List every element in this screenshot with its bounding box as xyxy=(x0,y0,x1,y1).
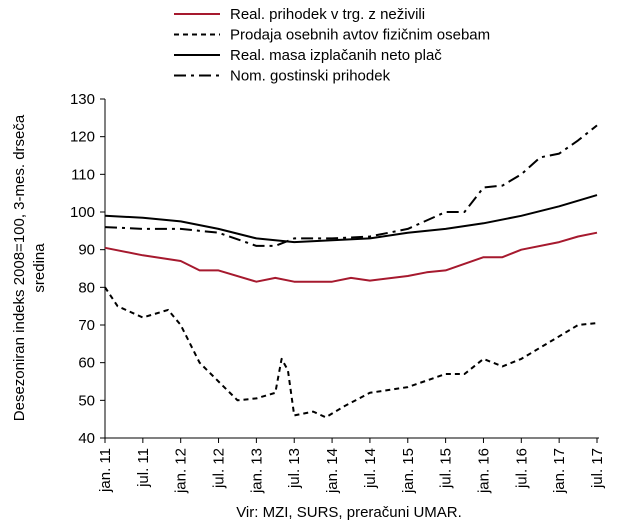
y-axis-label: Desezoniran indeks 2008=100, 3-mes. drse… xyxy=(11,114,28,421)
source-note: Vir: MZI, SURS, preračuni UMAR. xyxy=(236,504,462,521)
y-tick-label: 80 xyxy=(78,279,95,296)
x-tick-label: jul. 13 xyxy=(286,448,303,489)
x-tick-label: jan. 14 xyxy=(324,448,341,494)
y-tick-label: 70 xyxy=(78,317,95,334)
x-tick-label: jul. 14 xyxy=(362,448,379,489)
legend-label-3: Nom. gostinski prihodek xyxy=(230,68,391,85)
y-tick-label: 130 xyxy=(70,91,95,108)
series-line-1 xyxy=(104,286,598,419)
x-tick-label: jul. 11 xyxy=(135,448,152,488)
x-tick-label: jan. 11 xyxy=(97,448,114,493)
x-tick-label: jan. 15 xyxy=(400,448,417,494)
legend-label-0: Real. prihodek v trg. z neživili xyxy=(230,6,425,23)
series-line-2 xyxy=(104,194,598,244)
x-tick-label: jan. 17 xyxy=(551,448,568,494)
x-tick-label: jan. 16 xyxy=(475,448,492,494)
y-axis-label-line2: sredina xyxy=(31,243,48,293)
legend: Real. prihodek v trg. z neživili Prodaja … xyxy=(174,6,490,85)
legend-label-2: Real. masa izplačanih neto plač xyxy=(230,47,442,64)
x-tick-label: jul. 16 xyxy=(513,448,530,489)
y-tick-label: 120 xyxy=(70,129,95,146)
series-group xyxy=(104,124,598,419)
legend-label-1: Prodaja osebnih avtov fizičnim osebam xyxy=(230,27,490,44)
x-tick-label: jan. 12 xyxy=(173,448,190,494)
y-tick-label: 40 xyxy=(78,430,95,447)
x-tick-label: jul. 12 xyxy=(211,448,228,489)
y-tick-label: 60 xyxy=(78,355,95,372)
axes: 40 50 60 70 80 90 100 110 120 130 jan. 11 jul. 11 ja… xyxy=(70,91,606,494)
x-tick-label: jul. 15 xyxy=(438,448,455,489)
series-line-3 xyxy=(104,124,598,247)
series-line-0 xyxy=(104,231,598,283)
x-tick-label: jul. 17 xyxy=(589,448,606,489)
x-tick-label: jan. 13 xyxy=(248,448,265,494)
y-tick-label: 90 xyxy=(78,242,95,259)
y-tick-label: 50 xyxy=(78,392,95,409)
y-tick-label: 100 xyxy=(70,204,95,221)
y-tick-label: 110 xyxy=(71,166,95,183)
